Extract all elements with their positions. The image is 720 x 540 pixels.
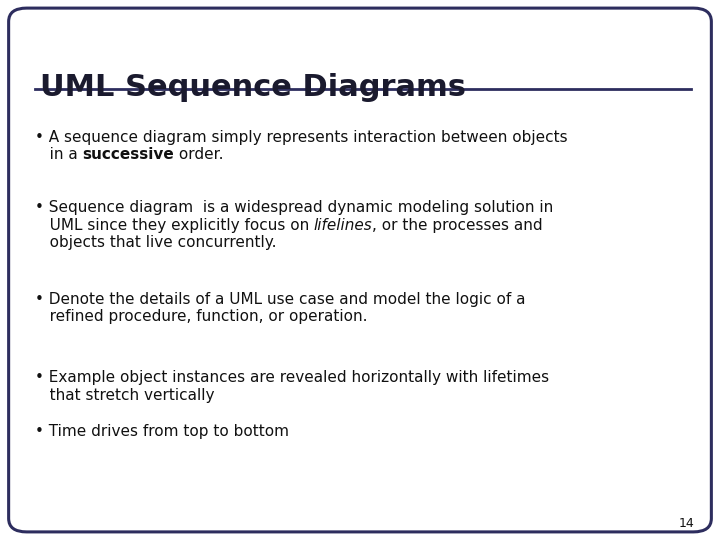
Text: • Denote the details of a UML use case and model the logic of a: • Denote the details of a UML use case a… <box>35 292 525 307</box>
Text: UML since they explicitly focus on: UML since they explicitly focus on <box>35 218 314 233</box>
Text: lifelines: lifelines <box>314 218 372 233</box>
Text: , or the processes and: , or the processes and <box>372 218 543 233</box>
Text: • Sequence diagram  is a widespread dynamic modeling solution in: • Sequence diagram is a widespread dynam… <box>35 200 553 215</box>
Text: • A sequence diagram simply represents interaction between objects: • A sequence diagram simply represents i… <box>35 130 567 145</box>
Text: that stretch vertically: that stretch vertically <box>35 388 214 403</box>
FancyBboxPatch shape <box>9 8 711 532</box>
Text: • Example object instances are revealed horizontally with lifetimes: • Example object instances are revealed … <box>35 370 549 385</box>
Text: in a: in a <box>35 147 82 163</box>
Text: refined procedure, function, or operation.: refined procedure, function, or operatio… <box>35 309 367 325</box>
Text: successive: successive <box>82 147 174 163</box>
Text: 14: 14 <box>679 517 695 530</box>
Text: • Time drives from top to bottom: • Time drives from top to bottom <box>35 424 289 439</box>
Text: UML Sequence Diagrams: UML Sequence Diagrams <box>40 73 466 102</box>
Text: order.: order. <box>174 147 223 163</box>
Text: objects that live concurrently.: objects that live concurrently. <box>35 235 276 251</box>
